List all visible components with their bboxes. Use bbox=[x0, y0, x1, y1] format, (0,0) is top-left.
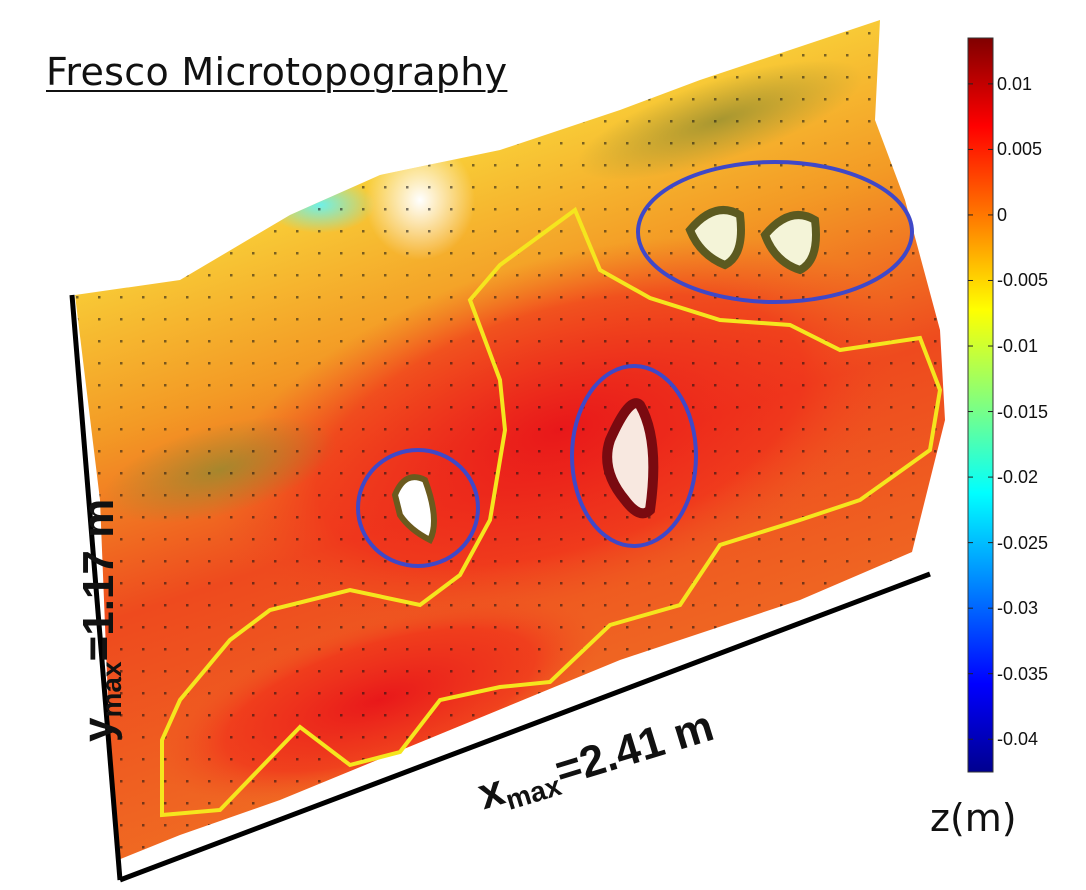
colorbar-tick-label: 0.005 bbox=[997, 139, 1043, 160]
colorbar-ticks bbox=[968, 83, 993, 740]
yellow-outline-main bbox=[160, 206, 943, 818]
hole-right-a bbox=[685, 206, 745, 270]
chart-title: Fresco Microtopography bbox=[46, 50, 508, 94]
x-axis-line bbox=[119, 571, 931, 883]
colorbar-tick-label: -0.025 bbox=[997, 532, 1049, 553]
colorbar-tick-label: -0.015 bbox=[997, 401, 1049, 422]
colorbar-tick-label: -0.02 bbox=[997, 467, 1039, 488]
colorbar-tick-label: 0.01 bbox=[997, 73, 1033, 94]
blue-circle-left bbox=[356, 448, 480, 568]
colorbar-tick-label: -0.03 bbox=[997, 598, 1039, 619]
y-axis-label: ymax=1.17 m bbox=[74, 499, 128, 742]
y-label-rest: =1.17 m bbox=[74, 498, 123, 662]
colorbar-tick-label: -0.04 bbox=[997, 729, 1039, 750]
blue-circle-center bbox=[570, 364, 698, 548]
colorbar-tick-label: -0.01 bbox=[997, 336, 1039, 357]
hole-right-b bbox=[760, 211, 820, 275]
colorbar-label: z(m) bbox=[930, 796, 1017, 840]
y-label-var: y bbox=[74, 717, 123, 742]
y-label-sub: max bbox=[96, 661, 127, 718]
hole-left bbox=[391, 474, 437, 545]
blue-circle-right bbox=[636, 160, 914, 304]
colorbar-tick-label: -0.035 bbox=[997, 663, 1049, 684]
colorbar-tick-label: -0.005 bbox=[997, 270, 1049, 291]
hole-center bbox=[602, 398, 659, 519]
y-axis-line bbox=[69, 294, 123, 881]
colorbar bbox=[967, 37, 994, 773]
colorbar-tick-label: 0 bbox=[997, 204, 1008, 225]
